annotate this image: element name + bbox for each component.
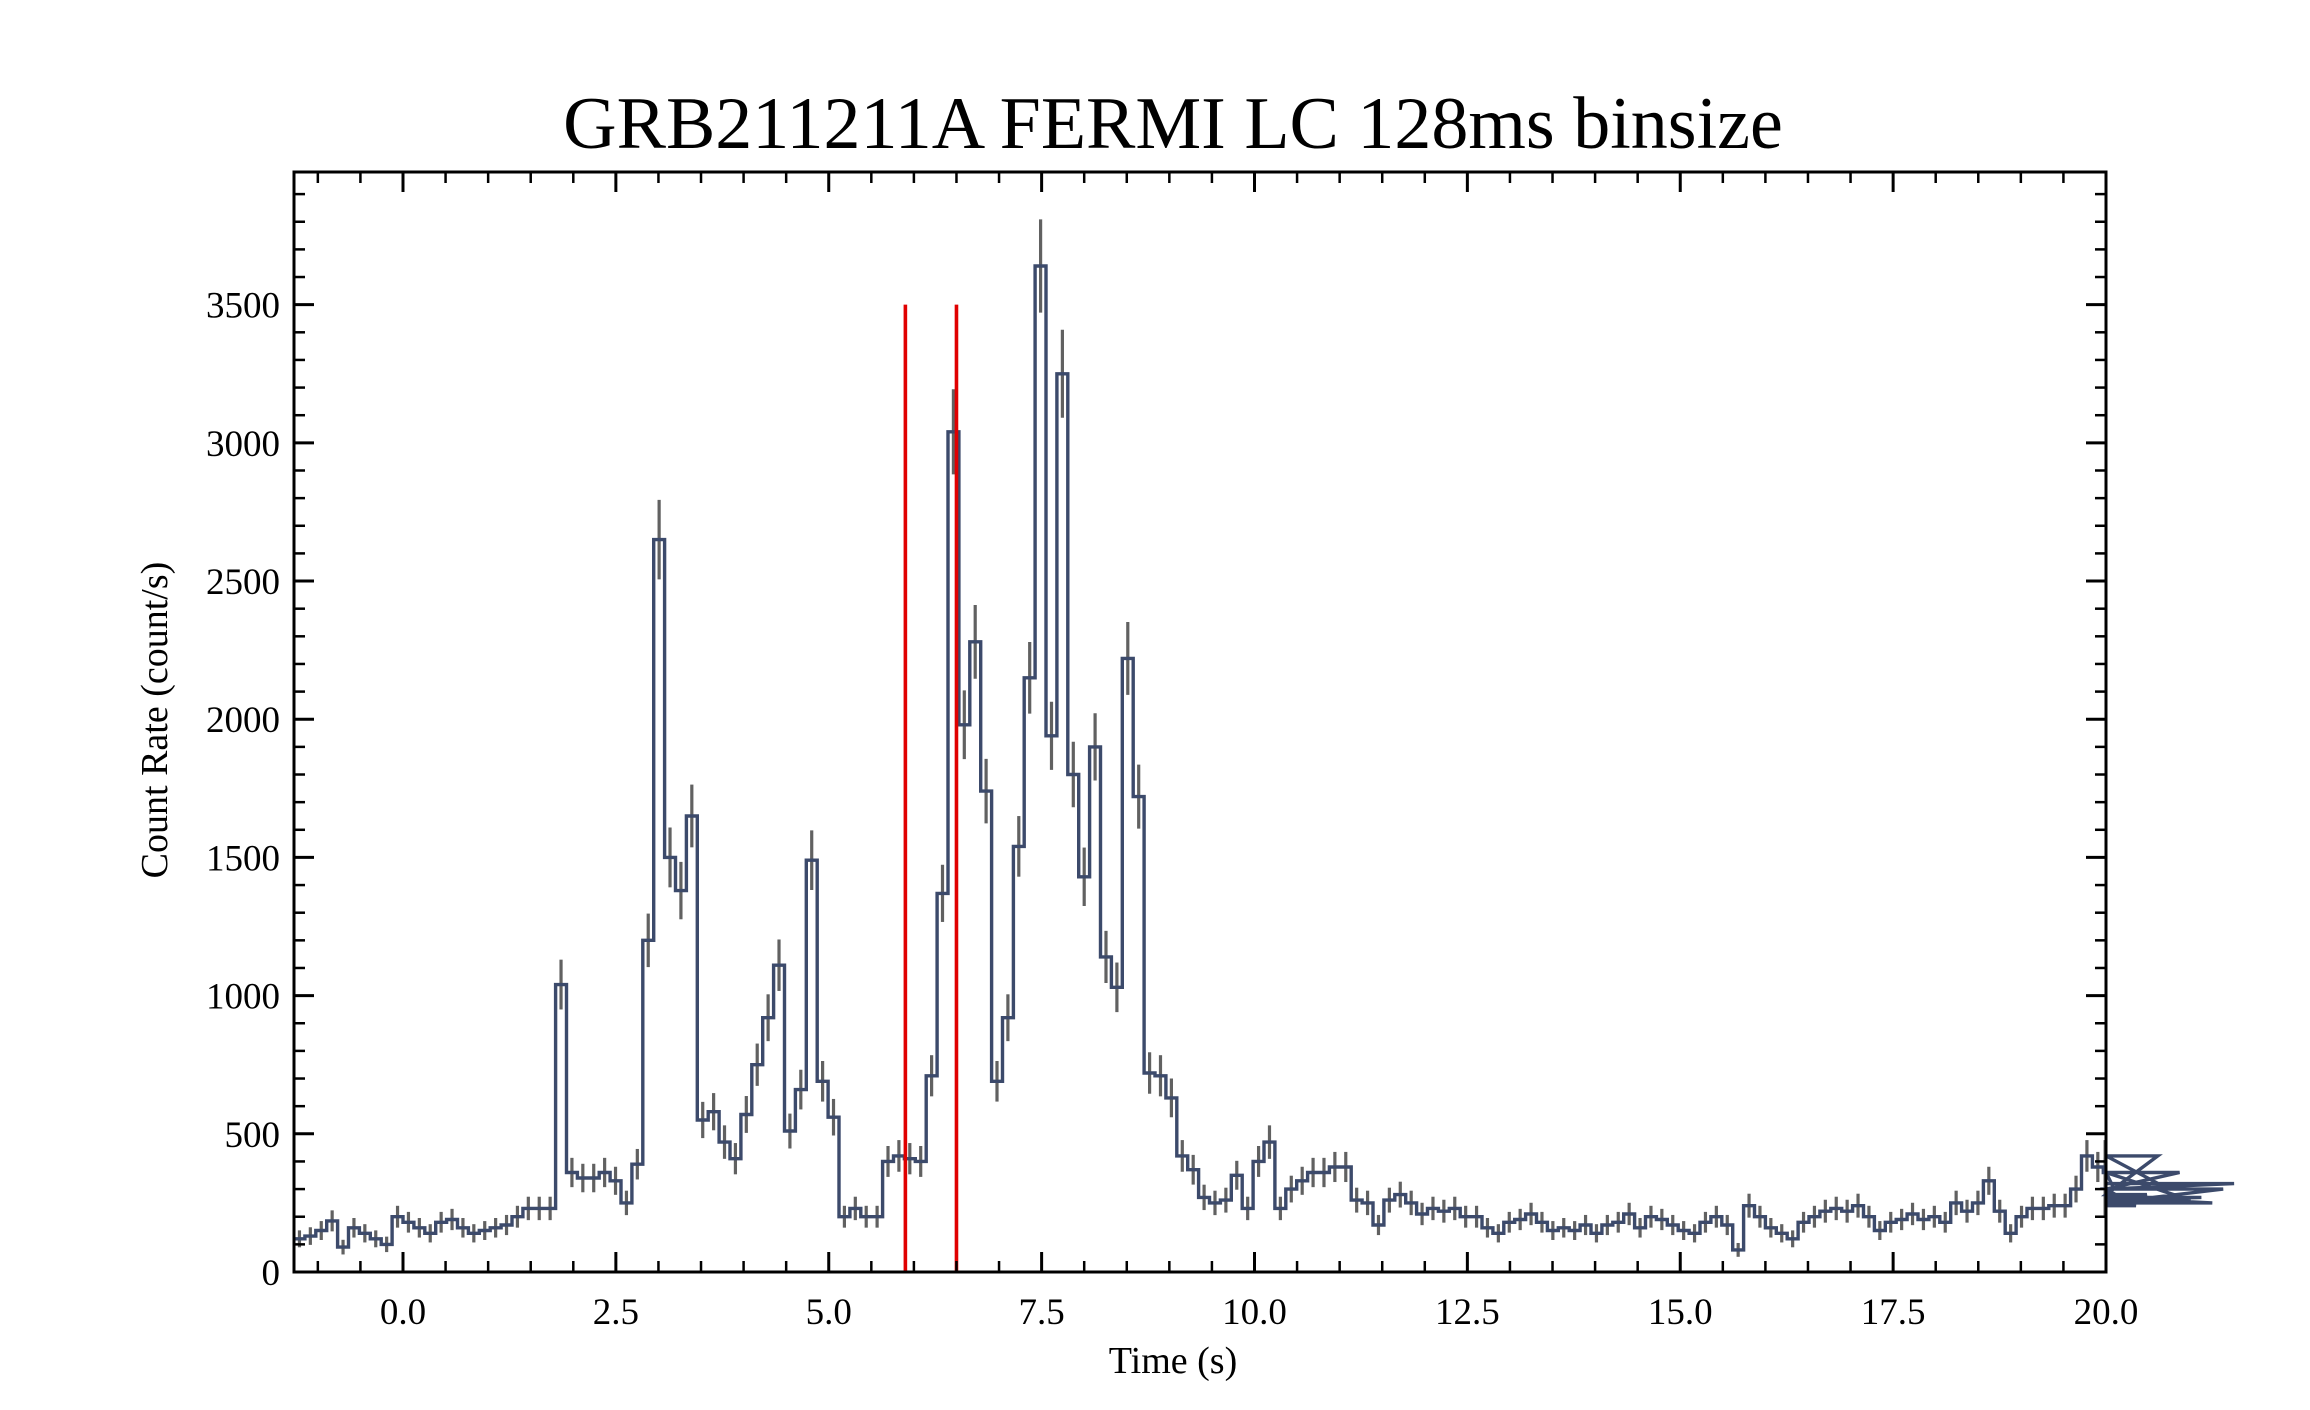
y-tick-label: 0 — [262, 1253, 281, 1294]
y-tick-label: 1000 — [206, 977, 280, 1018]
x-tick-label: 0.0 — [380, 1292, 426, 1333]
y-tick-label: 3500 — [206, 286, 280, 327]
light-curve-step-line — [294, 264, 2235, 1252]
x-tick-label: 5.0 — [806, 1292, 852, 1333]
marker-line-group — [903, 304, 959, 1272]
plot-frame — [292, 170, 2108, 1274]
x-tick-label: 10.0 — [1222, 1292, 1287, 1333]
x-axis-ticks: 0.0 2.5 5.0 7.5 10.0 12.5 15.0 17.5 20.0 — [316, 172, 2139, 1333]
y-tick-label: 1500 — [206, 838, 280, 879]
x-tick-label: 17.5 — [1861, 1292, 1926, 1333]
y-tick-label: 3000 — [206, 424, 280, 465]
y-tick-label: 2500 — [206, 562, 280, 603]
y-axis-label: Count Rate (count/s) — [134, 562, 176, 879]
x-axis-label: Time (s) — [1109, 1340, 1237, 1382]
x-tick-label: 2.5 — [593, 1292, 639, 1333]
errorbar-group — [297, 219, 2107, 1257]
y-tick-label: 2000 — [206, 700, 280, 741]
x-tick-label: 15.0 — [1648, 1292, 1713, 1333]
x-tick-label: 7.5 — [1018, 1292, 1064, 1333]
x-tick-label: 20.0 — [2074, 1292, 2139, 1333]
x-tick-label: 12.5 — [1435, 1292, 1500, 1333]
y-tick-label: 500 — [225, 1115, 281, 1156]
y-axis-ticks: 0 500 1000 1500 2000 2500 3000 3500 — [206, 192, 2106, 1294]
chart-title: GRB211211A FERMI LC 128ms binsize — [563, 83, 1783, 165]
